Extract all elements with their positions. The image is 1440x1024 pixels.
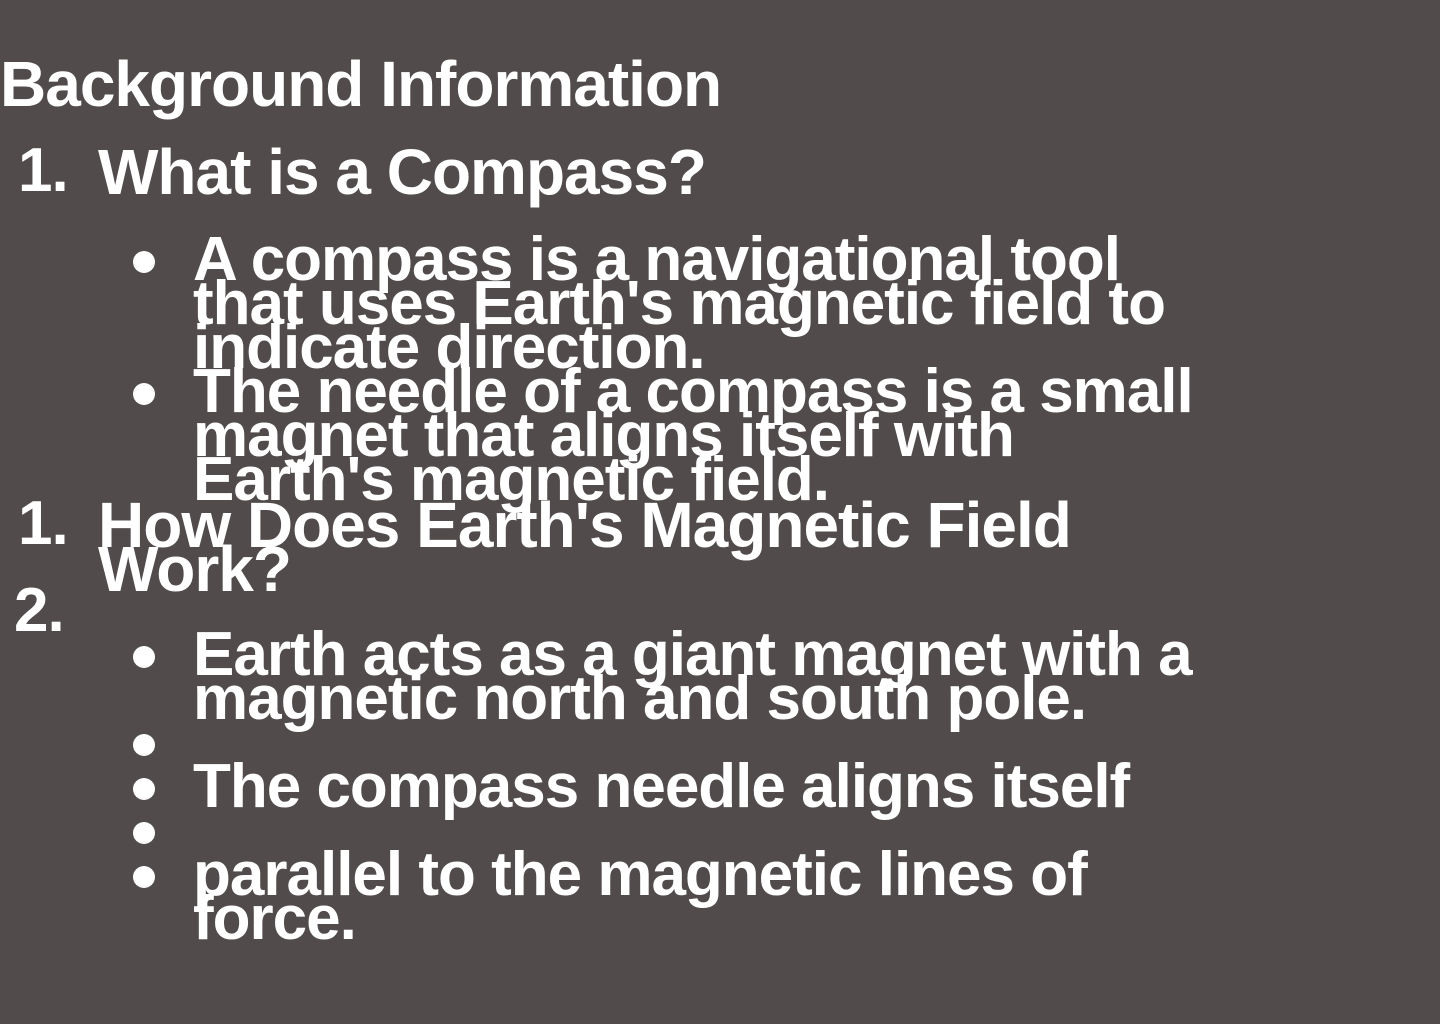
section-title-line: Work? bbox=[98, 533, 292, 605]
bullet-text-line: force. bbox=[193, 884, 357, 953]
bullet-icon bbox=[133, 866, 155, 888]
bullet-text-line: Earth acts as a giant magnet with a bbox=[193, 620, 1193, 689]
page-heading: Background Information bbox=[0, 48, 722, 120]
bullet-icon bbox=[133, 734, 155, 756]
list-number: 1. bbox=[18, 136, 69, 205]
bullet-text-line: magnet that aligns itself with bbox=[193, 401, 1015, 470]
bullet-icon bbox=[133, 778, 155, 800]
bullet-text-line: that uses Earth's magnetic field to bbox=[193, 269, 1166, 338]
bullet-text-line: A compass is a navigational tool bbox=[193, 225, 1121, 294]
bullet-icon bbox=[133, 251, 155, 273]
list-number: 1. bbox=[18, 489, 69, 558]
bullet-text-line: indicate direction. bbox=[193, 313, 706, 382]
bullet-text-line: Earth's magnetic field. bbox=[193, 445, 830, 514]
bullet-icon bbox=[133, 822, 155, 844]
section-title-line: How Does Earth's Magnetic Field bbox=[98, 489, 1072, 561]
bullet-icon bbox=[133, 383, 155, 405]
bullet-text-line: The compass needle aligns itself bbox=[193, 752, 1130, 821]
list-number: 2. bbox=[14, 576, 65, 645]
bullet-text-line: parallel to the magnetic lines of bbox=[193, 840, 1088, 909]
bullet-icon bbox=[133, 646, 155, 668]
bullet-text-line: The needle of a compass is a small bbox=[193, 357, 1194, 426]
section-title: What is a Compass? bbox=[98, 136, 707, 208]
bullet-text-line: magnetic north and south pole. bbox=[193, 664, 1087, 733]
